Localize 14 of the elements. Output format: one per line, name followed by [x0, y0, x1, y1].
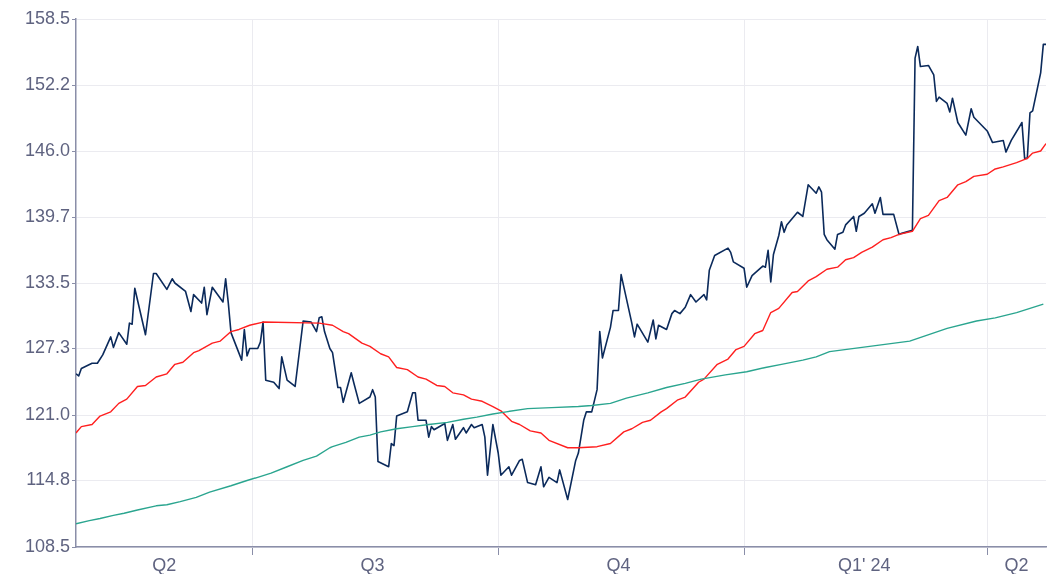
y-tick-label: 146.0 — [24, 139, 70, 160]
y-tick-label: 127.3 — [24, 337, 70, 358]
y-tick-label: 139.7 — [24, 206, 70, 227]
x-tick-label: Q1' 24 — [838, 554, 891, 574]
y-tick-label: 108.5 — [24, 535, 70, 556]
y-tick-label: 121.0 — [24, 403, 70, 424]
y-tick-label: 133.5 — [24, 271, 70, 292]
x-tick-label: Q2 — [1004, 554, 1029, 574]
x-tick-label: Q3 — [360, 554, 385, 574]
x-tick-label: Q4 — [606, 554, 631, 574]
y-tick-label: 158.5 — [24, 7, 70, 28]
x-tick-label: Q2 — [152, 554, 177, 574]
y-tick-label: 114.8 — [26, 469, 70, 490]
y-tick-label: 152.2 — [24, 74, 70, 95]
